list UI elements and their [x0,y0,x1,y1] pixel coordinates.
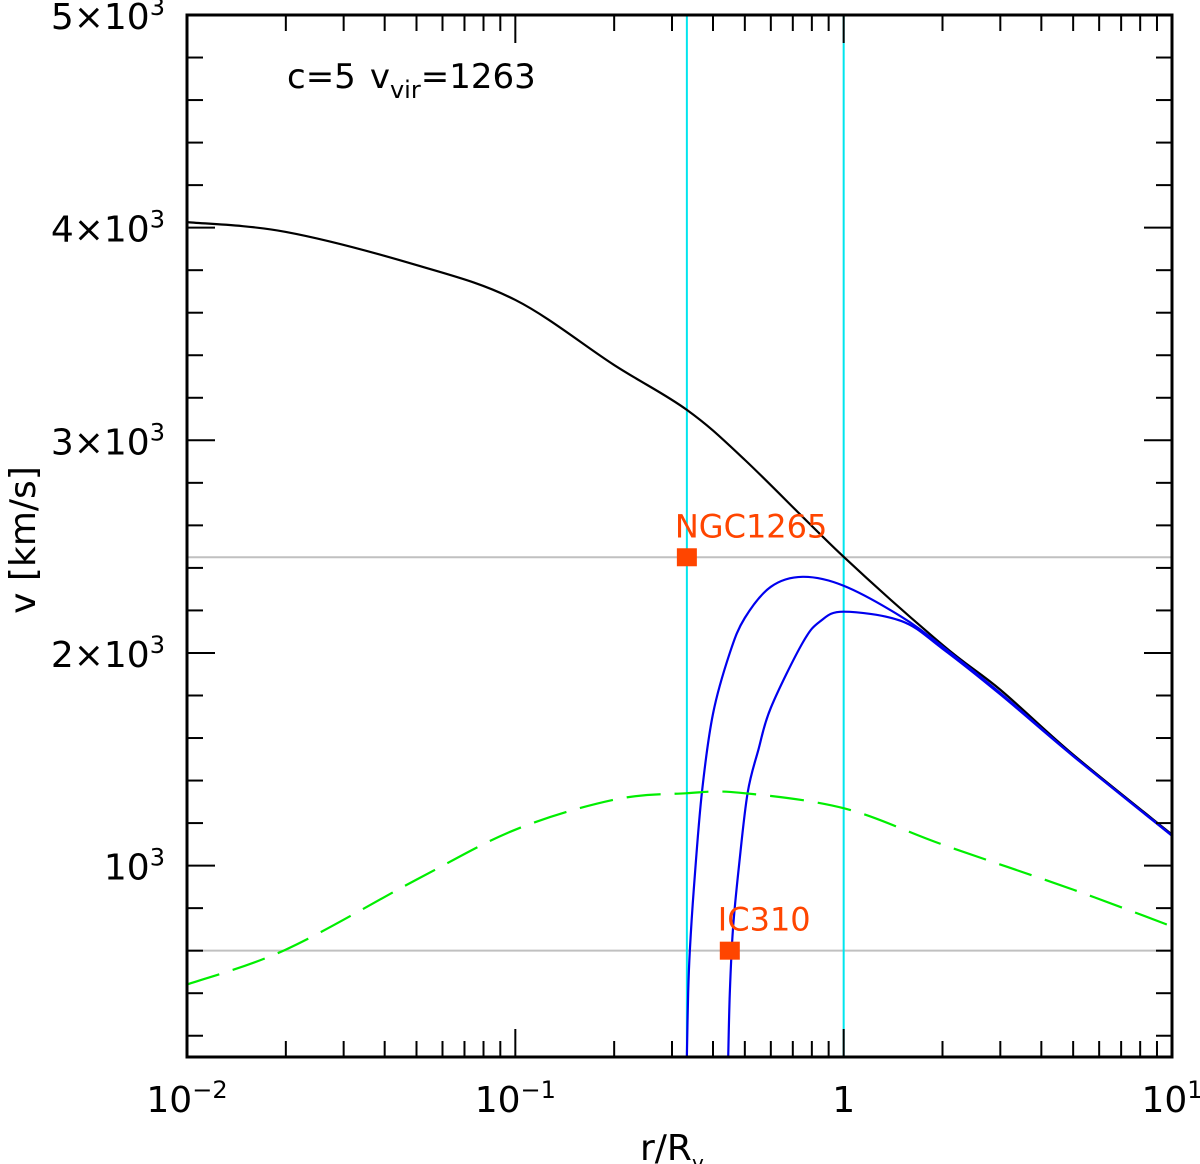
x-tick-label: 10−1 [475,1076,556,1121]
x-axis-label: r/Rv [640,1128,704,1164]
y-tick-label: 3×103 [51,418,165,463]
series-line-4 [186,790,1173,986]
series-line-2 [685,575,1173,1058]
y-tick-label: 5×103 [51,0,165,38]
y-tick-label: 2×103 [51,631,165,676]
data-point-marker [719,941,740,960]
y-tick-label: 103 [104,844,165,889]
y-axis-label: v [km/s] [3,466,44,614]
data-point-label: IC310 [718,901,811,939]
plot-frame [185,13,1174,1059]
y-tick-label: 4×103 [51,206,165,251]
data-point-label: NGC1265 [675,507,828,545]
x-tick-label: 101 [1141,1076,1200,1121]
x-tick-label: 10−2 [146,1076,227,1121]
data-point-marker [676,548,697,567]
series-line-3 [727,610,1173,1058]
annotation: c=5 vvir=1263 [287,57,536,104]
series-line-1 [186,221,1173,836]
x-tick-label: 1 [832,1080,855,1121]
